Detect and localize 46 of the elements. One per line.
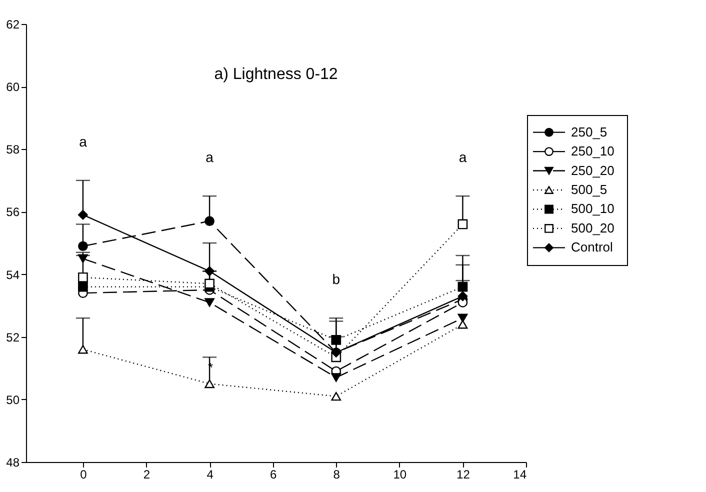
point [204, 298, 214, 307]
y-tick-label: 48 [6, 456, 20, 470]
point [78, 241, 88, 252]
point [458, 314, 468, 322]
annotation: b [332, 271, 340, 288]
annotation: a [79, 133, 88, 150]
x-tick-label: 0 [80, 468, 88, 482]
y-tick-label: 56 [6, 205, 20, 220]
x-tick-label: 12 [456, 468, 470, 482]
point [78, 345, 88, 354]
y-tick-label: 62 [6, 18, 20, 32]
point [331, 335, 342, 345]
point [204, 278, 214, 289]
legend-label: 500_20 [571, 220, 614, 236]
point [458, 282, 468, 292]
point [78, 282, 88, 292]
point [204, 216, 214, 226]
x-tick-label: 2 [143, 468, 150, 482]
point [78, 272, 88, 282]
point [331, 373, 342, 382]
point [78, 210, 88, 220]
x-tick-label: 10 [393, 468, 407, 482]
point [458, 320, 468, 329]
annotation: a [206, 149, 214, 166]
y-tick-label: 50 [6, 392, 20, 407]
legend-label: 250_10 [571, 144, 614, 159]
point [204, 266, 214, 276]
legend-label: 500_5 [571, 182, 608, 197]
x-tick-label: 14 [513, 468, 527, 482]
x-tick-label: 4 [206, 468, 214, 482]
y-tick-label: 54 [6, 268, 20, 282]
point [331, 392, 342, 401]
point [458, 291, 468, 302]
x-tick-label: 6 [270, 468, 277, 482]
x-tick-label: 8 [333, 468, 340, 482]
point [458, 219, 468, 230]
point [204, 379, 214, 388]
legend-label: Control [571, 240, 614, 255]
legend-label: 250_20 [571, 162, 614, 178]
y-tick-label: 52 [6, 330, 20, 344]
text: a) Lightness 0-12 [214, 66, 338, 83]
legend-label: 500_10 [571, 201, 614, 216]
y-tick-label: 60 [6, 80, 20, 94]
y-tick-label: 58 [6, 142, 20, 157]
annotation: a [458, 149, 467, 166]
legend-label: 250_5 [571, 124, 608, 140]
